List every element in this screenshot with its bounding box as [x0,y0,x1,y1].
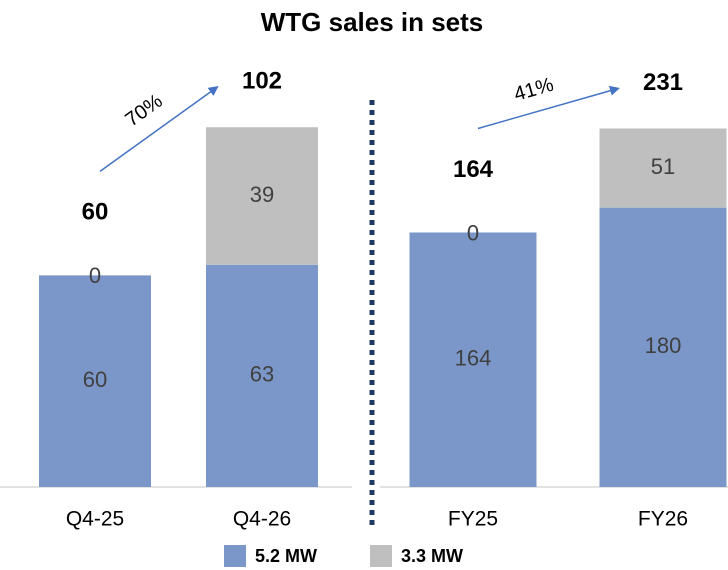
segment-label: 51 [651,154,675,179]
x-tick-label: Q4-26 [233,508,291,531]
bar-segment [599,128,727,208]
total-label: 164 [453,156,494,183]
x-tick-label: FY26 [638,508,688,531]
growth-arrow [99,86,219,172]
total-label: 102 [242,68,282,95]
segment-label: 0 [467,220,479,245]
growth-arrow [477,85,620,130]
segment-label: 0 [89,263,101,288]
bar-segment [409,232,537,487]
legend-label: 3.3 MW [401,546,463,566]
segment-label: 164 [455,346,492,371]
x-tick-label: FY25 [448,508,498,531]
segment-label: 63 [250,362,274,387]
legend-swatch [370,545,392,567]
segment-label: 60 [83,367,107,392]
growth-label: 41% [512,74,557,106]
growth-label: 70% [121,90,167,131]
bar-segment [206,127,318,265]
segment-label: 180 [645,333,682,358]
total-label: 60 [82,199,109,226]
legend-label: 5.2 MW [255,546,317,566]
bar-segment [39,275,151,487]
legend-swatch [224,545,246,567]
total-label: 231 [643,69,683,96]
x-tick-label: Q4-25 [66,508,124,531]
segment-label: 39 [250,182,274,207]
bar-segment [206,264,318,487]
chart-title: WTG sales in sets [261,7,484,37]
bar-segment [599,207,727,487]
